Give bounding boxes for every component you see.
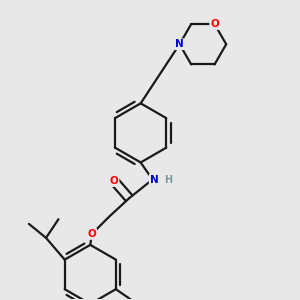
Text: O: O [110, 176, 118, 186]
Text: O: O [88, 229, 96, 239]
Text: N: N [150, 175, 158, 184]
Text: H: H [165, 175, 173, 184]
Text: O: O [210, 19, 219, 29]
Text: N: N [175, 39, 184, 49]
